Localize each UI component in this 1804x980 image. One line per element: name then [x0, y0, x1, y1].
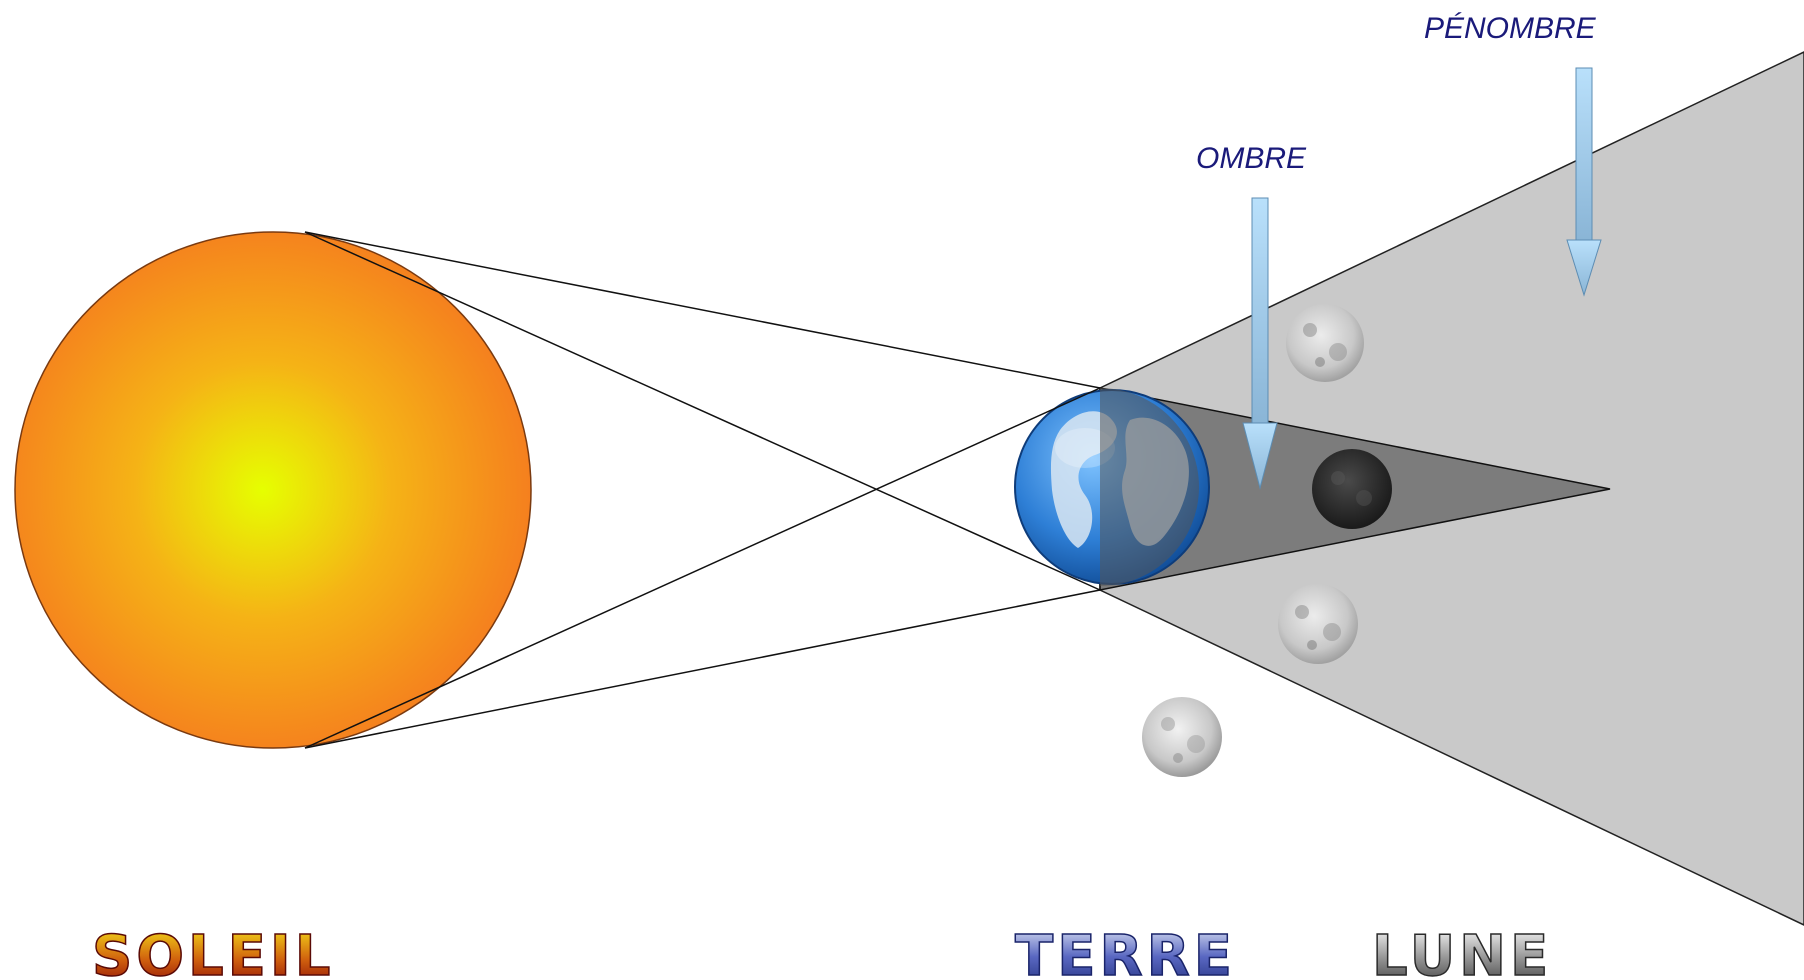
penumbra-arrow	[1566, 67, 1602, 297]
umbra-arrow	[1242, 197, 1278, 490]
sun-label: SOLEIL	[92, 924, 334, 980]
earth-label: TERRE	[1015, 924, 1236, 980]
moon-icon	[1286, 304, 1364, 382]
umbra-label: OMBRE	[1196, 142, 1307, 175]
sun-disc	[14, 231, 532, 749]
penumbra-label: PÉNOMBRE	[1424, 12, 1597, 45]
moon-label: LUNE	[1372, 924, 1552, 980]
moon-icon	[1312, 449, 1392, 529]
earth-shadow-side	[1100, 388, 1199, 586]
moon-icon	[1278, 584, 1358, 664]
moon-icon	[1142, 697, 1222, 777]
light-rays	[304, 231, 1101, 749]
